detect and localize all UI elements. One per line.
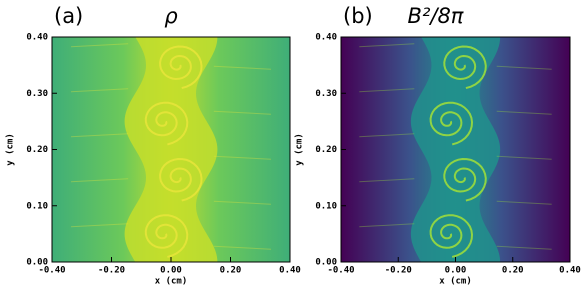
streak (496, 65, 552, 70)
x-tick-label: 0.00 (445, 266, 467, 276)
panel-label: (b) (343, 4, 373, 28)
vortex (429, 214, 474, 258)
streak (496, 155, 552, 160)
x-tick-label: 0.20 (220, 266, 242, 276)
mixing-layer (410, 37, 501, 262)
y-tick-label: 0.10 (315, 201, 337, 211)
field (52, 37, 290, 262)
streak (213, 110, 271, 115)
y-axis-label: y (cm) (295, 133, 305, 166)
vortex (429, 101, 474, 146)
vortex (144, 101, 189, 146)
streak (71, 223, 129, 228)
x-tick-label: 0.00 (160, 266, 182, 276)
y-tick-label: 0.40 (315, 33, 337, 43)
streak (213, 65, 271, 70)
chart-title: B²/8π (408, 4, 464, 28)
vortex (443, 157, 487, 202)
field (341, 37, 570, 262)
y-tick-label: 0.40 (26, 33, 48, 43)
x-tick-label: -0.40 (38, 266, 65, 276)
streak (496, 200, 552, 205)
x-axis-label: x (cm) (439, 277, 472, 287)
mixing-layer (124, 37, 218, 262)
streak (71, 133, 129, 138)
streak (71, 88, 129, 93)
vortex (159, 157, 203, 202)
x-tick-label: -0.40 (327, 266, 354, 276)
x-tick-label: -0.20 (385, 266, 412, 276)
vortex (159, 45, 203, 90)
streak (496, 110, 552, 115)
vortex (443, 45, 487, 90)
x-tick-label: 0.40 (279, 266, 301, 276)
streak (496, 245, 552, 250)
streak (213, 245, 271, 250)
y-tick-label: 0.30 (315, 89, 337, 99)
y-axis-label: y (cm) (6, 133, 16, 166)
streak (213, 200, 271, 205)
streak (359, 223, 415, 228)
streak (213, 155, 271, 160)
vortex (144, 214, 189, 258)
y-tick-label: 0.30 (26, 89, 48, 99)
streak (359, 133, 415, 138)
chart-title: ρ (164, 4, 178, 28)
x-axis-label: x (cm) (155, 277, 188, 287)
y-tick-label: 0.20 (26, 145, 48, 155)
streak (359, 178, 415, 183)
streak (71, 178, 129, 183)
y-tick-label: 0.10 (26, 201, 48, 211)
y-tick-label: 0.00 (26, 258, 48, 268)
x-tick-label: 0.40 (559, 266, 581, 276)
streak (359, 43, 415, 48)
y-tick-label: 0.20 (315, 145, 337, 155)
streak (359, 88, 415, 93)
panel-label: (a) (54, 4, 83, 28)
x-tick-label: -0.20 (98, 266, 125, 276)
streak (71, 43, 129, 48)
y-tick-label: 0.00 (315, 258, 337, 268)
x-tick-label: 0.20 (502, 266, 524, 276)
